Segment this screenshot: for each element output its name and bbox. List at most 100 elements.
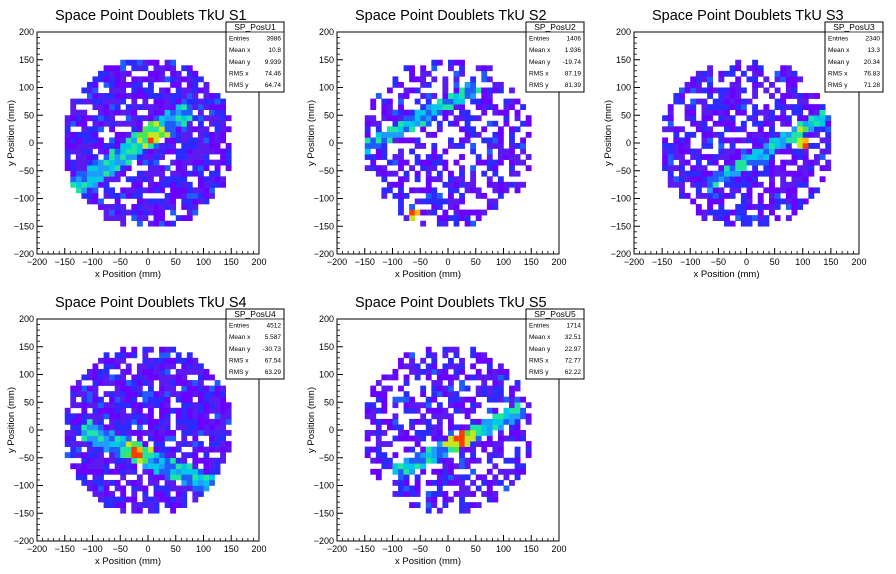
heatmap-cell — [75, 430, 82, 436]
heatmap-cell — [148, 93, 154, 99]
heatmap-cell — [186, 204, 193, 210]
stats-row-value: 87.19 — [565, 70, 582, 77]
y-tick-label: −50 — [19, 453, 34, 463]
heatmap-cell — [181, 357, 188, 364]
heatmap-cell — [724, 159, 730, 166]
heatmap-cell — [136, 380, 143, 386]
heatmap-cell — [525, 418, 532, 425]
heatmap-cell — [486, 385, 493, 392]
heatmap-cell — [774, 187, 781, 194]
heatmap-cell — [192, 380, 199, 386]
heatmap-cell — [148, 159, 154, 166]
heatmap-cell — [70, 402, 77, 409]
heatmap-cell — [785, 204, 792, 210]
heatmap-cell — [436, 485, 443, 492]
heatmap-cell — [103, 363, 110, 370]
heatmap-cell — [175, 137, 182, 144]
heatmap-cell — [192, 457, 199, 464]
heatmap-cell — [120, 109, 127, 116]
y-tick-label: 100 — [319, 370, 334, 380]
heatmap-cell — [109, 402, 115, 409]
heatmap-cell — [486, 479, 493, 486]
heatmap-cell — [148, 407, 154, 414]
heatmap-cell — [186, 407, 193, 414]
heatmap-cell — [131, 413, 138, 420]
heatmap-cell — [175, 70, 182, 77]
heatmap-cell — [164, 131, 171, 138]
heatmap-cell — [225, 407, 232, 414]
heatmap-cell — [386, 418, 393, 425]
x-tick-label: 200 — [551, 257, 566, 267]
heatmap-cell — [120, 502, 127, 508]
heatmap-cell — [425, 187, 432, 194]
x-tick-label: 100 — [496, 257, 511, 267]
stats-row-value: 74.46 — [265, 70, 282, 77]
heatmap-cell — [825, 115, 832, 122]
heatmap-cell — [164, 148, 171, 155]
heatmap-cell — [797, 93, 804, 99]
heatmap-cell — [492, 181, 499, 188]
heatmap-cell — [159, 424, 165, 431]
heatmap-cell — [153, 374, 160, 381]
heatmap-cell — [763, 76, 770, 83]
y-tick-label: 150 — [19, 55, 34, 65]
heatmap-cell — [718, 87, 725, 94]
y-tick-label: 150 — [19, 342, 34, 352]
heatmap-cell — [220, 385, 226, 392]
heatmap-cell — [442, 502, 449, 508]
heatmap-cell — [181, 87, 188, 94]
heatmap-cell — [409, 76, 415, 83]
stats-box-frame — [525, 308, 585, 380]
heatmap-cell — [186, 198, 193, 205]
heatmap-cell — [125, 385, 132, 392]
heatmap-cell — [120, 424, 127, 431]
heatmap-cell — [209, 187, 215, 194]
heatmap-cell — [220, 98, 226, 105]
heatmap-cell — [662, 115, 669, 122]
heatmap-cell — [148, 418, 154, 425]
heatmap-cell — [153, 65, 160, 72]
heatmap-cell — [729, 176, 736, 183]
y-tick-label: 100 — [19, 370, 34, 380]
heatmap-cell — [120, 192, 127, 199]
heatmap-cell — [492, 441, 499, 447]
heatmap-cell — [364, 452, 371, 459]
heatmap-cell — [375, 452, 382, 459]
heatmap-cell — [769, 154, 775, 160]
heatmap-cell — [464, 485, 471, 492]
heatmap-cell — [420, 143, 427, 149]
heatmap-cell — [514, 424, 521, 431]
heatmap-cell — [103, 468, 110, 475]
heatmap-cell — [142, 430, 149, 436]
heatmap-cell — [214, 413, 221, 420]
heatmap-cell — [791, 131, 798, 138]
heatmap-cell — [740, 120, 747, 127]
heatmap-cell — [486, 165, 493, 172]
y-tick-label: −50 — [19, 166, 34, 176]
stats-row-label: Mean x — [229, 334, 251, 341]
heatmap-cell — [425, 98, 432, 105]
heatmap-cell — [209, 407, 215, 414]
stats-row-value: 9.939 — [265, 59, 282, 66]
heatmap-cell — [109, 357, 115, 364]
heatmap-cell — [392, 374, 399, 381]
heatmap-cell — [409, 446, 415, 453]
panel-5: Space Point Doublets TkU S5−200−200−150−… — [306, 295, 585, 567]
heatmap-cell — [120, 209, 127, 216]
heatmap-cell — [98, 463, 104, 470]
heatmap-cell — [690, 165, 697, 172]
heatmap-cell — [729, 181, 736, 188]
heatmap-cell — [186, 485, 193, 492]
heatmap-cell — [436, 457, 443, 464]
heatmap-cell — [109, 143, 115, 149]
heatmap-cell — [825, 120, 832, 127]
x-tick-label: −150 — [55, 257, 75, 267]
heatmap-cell — [459, 435, 465, 442]
heatmap-cell — [436, 198, 443, 205]
heatmap-cell — [470, 352, 477, 359]
heatmap-cell — [98, 402, 104, 409]
heatmap-cell — [214, 98, 221, 105]
heatmap-cell — [181, 496, 188, 503]
heatmap-cell — [81, 109, 88, 116]
